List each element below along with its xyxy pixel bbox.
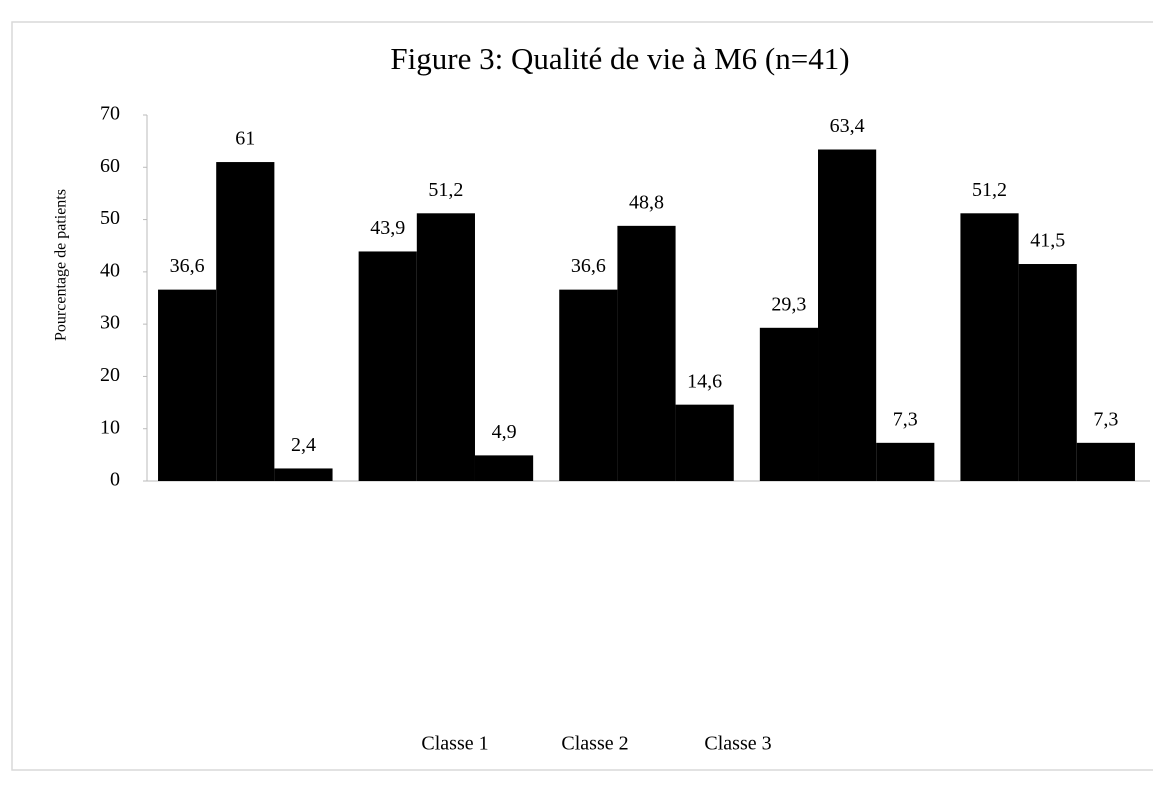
bar	[274, 468, 333, 481]
bar	[216, 162, 275, 482]
bar	[876, 442, 935, 481]
legend-label: Classe 2	[561, 733, 628, 755]
bar	[759, 327, 819, 481]
y-tick-label: 0	[110, 469, 120, 491]
y-tick-label: 20	[100, 364, 120, 386]
y-axis-label: Pourcentage de patients	[53, 189, 70, 341]
bar	[358, 251, 417, 481]
bar	[158, 289, 217, 481]
y-tick-label: 40	[100, 259, 120, 281]
value-label: 14,6	[687, 370, 722, 392]
bar	[1018, 264, 1077, 481]
value-label: 61	[235, 128, 255, 150]
value-label: 63,4	[830, 115, 865, 137]
y-tick-label: 60	[100, 155, 120, 177]
bar	[559, 289, 618, 481]
value-label: 4,9	[492, 421, 517, 443]
bar	[617, 225, 676, 481]
value-label: 7,3	[1093, 408, 1118, 430]
bar	[675, 404, 734, 481]
value-label: 36,6	[571, 255, 606, 277]
bar	[960, 213, 1019, 481]
bar	[818, 149, 877, 481]
legend-label: Classe 1	[421, 733, 488, 755]
y-tick-label: 10	[100, 416, 120, 438]
bar	[416, 213, 475, 481]
y-tick-label: 70	[100, 103, 120, 125]
value-label: 43,9	[370, 217, 405, 239]
y-tick-label: 50	[100, 207, 120, 229]
value-label: 51,2	[428, 179, 463, 201]
value-label: 7,3	[893, 408, 918, 430]
chart-frame	[11, 21, 1153, 771]
value-label: 41,5	[1030, 230, 1065, 252]
chart-title: Figure 3: Qualité de vie à M6 (n=41)	[390, 41, 849, 76]
bar	[1076, 442, 1135, 481]
bar	[474, 455, 534, 481]
value-label: 29,3	[771, 293, 806, 315]
value-label: 36,6	[170, 255, 205, 277]
y-tick-label: 30	[100, 312, 120, 334]
legend-label: Classe 3	[704, 733, 771, 755]
value-label: 51,2	[972, 179, 1007, 201]
value-label: 48,8	[629, 191, 664, 213]
value-label: 2,4	[291, 434, 316, 456]
